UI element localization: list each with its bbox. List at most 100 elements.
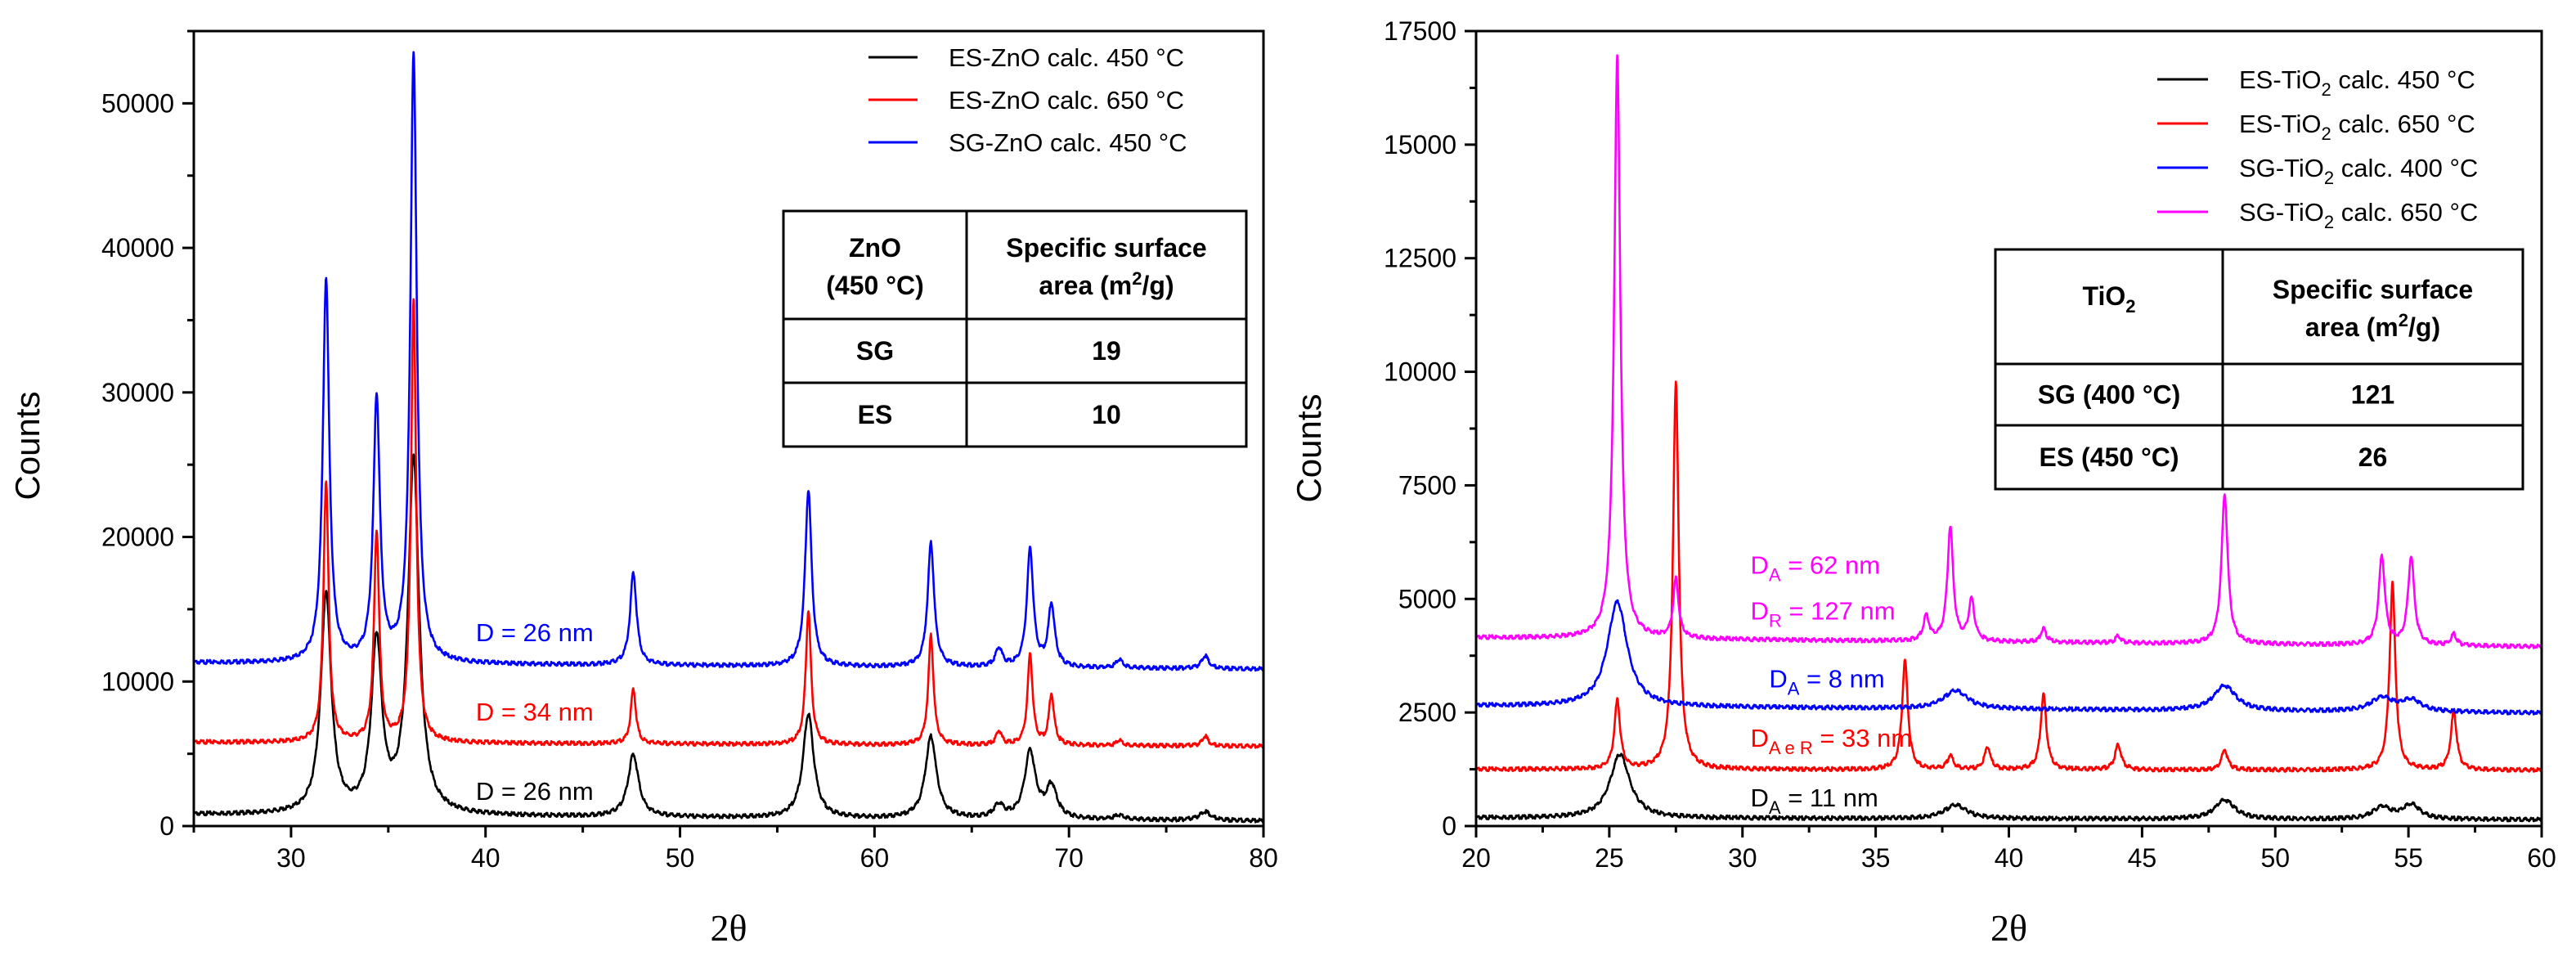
y-tick-label: 40000 [101, 233, 174, 263]
table-header-temperature: (450 °C) [826, 271, 924, 300]
x-tick-label: 30 [276, 843, 306, 873]
crystallite-size-label-main: D [1769, 665, 1787, 694]
legend-label-subscript: 2 [2321, 79, 2331, 100]
table-header-main: TiO [2083, 281, 2126, 311]
legend-label: ES-ZnO calc. 450 °C [949, 43, 1184, 72]
y-tick-label: 50000 [101, 88, 174, 118]
crystallite-size-label: DA e R = 33 nm [1751, 724, 1913, 758]
crystallite-size-label: DR = 127 nm [1751, 596, 1896, 631]
series-line-4 [1474, 54, 2543, 650]
crystallite-size-label-rest: = 8 nm [1799, 665, 1884, 694]
table-header-property: Specific surface [2273, 275, 2473, 304]
legend-label: ES-ZnO calc. 650 °C [949, 86, 1184, 115]
table-cell-sample: SG (400 °C) [2038, 380, 2181, 410]
x-tick-label: 40 [471, 843, 500, 873]
table-header-subscript: 2 [2125, 296, 2135, 317]
surface-area-table: ZnO (450 °C) Specific surface area (m2/g) SG… [782, 209, 1248, 448]
crystallite-size-label: D = 26 nm [476, 777, 594, 806]
series-line-3 [1474, 599, 2543, 716]
x-tick-label: 20 [1461, 843, 1491, 873]
table-border [1994, 248, 2524, 491]
y-tick-label: 12500 [1384, 244, 1456, 273]
unit-rest: /g) [1142, 271, 1174, 300]
unit-rest: /g) [2408, 312, 2440, 342]
legend-label: ES-TiO2 calc. 450 °C [2239, 65, 2475, 100]
legend-label-main: ES-TiO [2239, 110, 2321, 138]
legend-label-subscript: 2 [2324, 168, 2334, 188]
y-axis-title: Counts [1290, 393, 1328, 502]
y-tick-label: 17500 [1384, 16, 1456, 46]
legend-label-main: SG-TiO [2239, 154, 2324, 182]
y-tick-label: 5000 [1398, 584, 1456, 613]
x-tick-label: 50 [2260, 843, 2290, 873]
series-line-1 [1474, 752, 2543, 823]
crystallite-size-label-subscript: A e R [1769, 738, 1813, 758]
crystallite-size-label-subscript: R [1769, 610, 1782, 631]
series-line-3 [192, 51, 1265, 672]
crystallite-size-label: D = 26 nm [476, 618, 594, 647]
legend-label-rest: calc. 650 °C [2334, 198, 2478, 227]
unit-main: area (m [1039, 271, 1132, 300]
crystallite-size-label-rest: = 127 nm [1782, 596, 1896, 625]
unit-superscript: 2 [2399, 310, 2408, 330]
crystallite-size-label-rest: = 33 nm [1813, 724, 1913, 752]
legend-label-rest: calc. 400 °C [2334, 154, 2478, 182]
x-tick-label: 55 [2394, 843, 2423, 873]
crystallite-size-label-main: D [1751, 784, 1769, 812]
table-cell-value: 10 [1092, 400, 1121, 429]
legend-label-subscript: 2 [2324, 212, 2334, 232]
table-header-material: TiO2 [2083, 281, 2136, 317]
table-cell-value: 19 [1092, 336, 1121, 366]
x-tick-label: 30 [1728, 843, 1757, 873]
y-tick-label: 2500 [1398, 698, 1456, 727]
legend: ES-TiO2 calc. 450 °CES-TiO2 calc. 650 °C… [2157, 65, 2478, 232]
x-tick-label: 60 [860, 843, 890, 873]
legend-label-main: SG-TiO [2239, 198, 2324, 227]
y-tick-label: 20000 [101, 523, 174, 552]
series-line-1 [192, 453, 1265, 824]
y-tick-label: 7500 [1398, 470, 1456, 500]
x-tick-label: 80 [1249, 843, 1278, 873]
crystallite-size-label-rest: = 11 nm [1781, 784, 1878, 812]
legend: ES-ZnO calc. 450 °C ES-ZnO calc. 650 °C SG… [868, 43, 1187, 157]
legend-label: ES-TiO2 calc. 650 °C [2239, 110, 2475, 144]
table-cell-value: 121 [2351, 380, 2394, 410]
crystallite-size-label-subscript: A [1788, 679, 1800, 699]
legend-label: SG-ZnO calc. 450 °C [949, 128, 1187, 157]
table-header-unit: area (m2/g) [1039, 268, 1174, 300]
x-axis-title: 2θ [1990, 907, 2027, 949]
x-tick-label: 25 [1595, 843, 1624, 873]
x-tick-label: 50 [666, 843, 695, 873]
x-axis-title: 2θ [710, 907, 747, 949]
series-line-2 [1474, 380, 2543, 774]
crystallite-size-label-main: D [1751, 724, 1769, 752]
table-cell-sample: ES [858, 400, 893, 429]
series-line-2 [192, 298, 1265, 749]
legend-label: SG-TiO2 calc. 400 °C [2239, 154, 2478, 188]
table-cell-sample: SG [856, 336, 894, 366]
crystallite-size-label-subscript: A [1769, 797, 1781, 818]
y-tick-label: 10000 [1384, 357, 1456, 387]
y-tick-label: 15000 [1384, 130, 1456, 159]
y-tick-label: 0 [159, 811, 174, 841]
y-tick-label: 30000 [101, 378, 174, 407]
x-tick-label: 45 [2128, 843, 2157, 873]
chart-panel-2: 20 25 30 35 40 45 50 55 60 0 2500 5000 7500 10000 1250… [1290, 16, 2556, 949]
table-border [782, 209, 1248, 448]
crystallite-size-label: D = 34 nm [476, 698, 594, 726]
chart-panel-1: 30 40 50 60 70 80 0 10000 20000 30000 40000 50000 2θ… [8, 29, 1278, 949]
crystallite-size-label-subscript: A [1769, 565, 1781, 586]
table-header-unit: area (m2/g) [2305, 310, 2440, 342]
plot-frame [192, 29, 1265, 828]
legend-label-subscript: 2 [2321, 123, 2331, 144]
crystallite-size-label-rest: = 62 nm [1781, 551, 1881, 580]
y-tick-label: 10000 [101, 667, 174, 696]
unit-superscript: 2 [1132, 268, 1142, 289]
table-cell-sample: ES (450 °C) [2039, 442, 2179, 472]
crystallite-size-label: DA = 62 nm [1751, 551, 1881, 586]
y-tick-label: 0 [1442, 811, 1456, 841]
crystallite-size-label-main: D [1751, 596, 1769, 625]
unit-main: area (m [2305, 312, 2399, 342]
